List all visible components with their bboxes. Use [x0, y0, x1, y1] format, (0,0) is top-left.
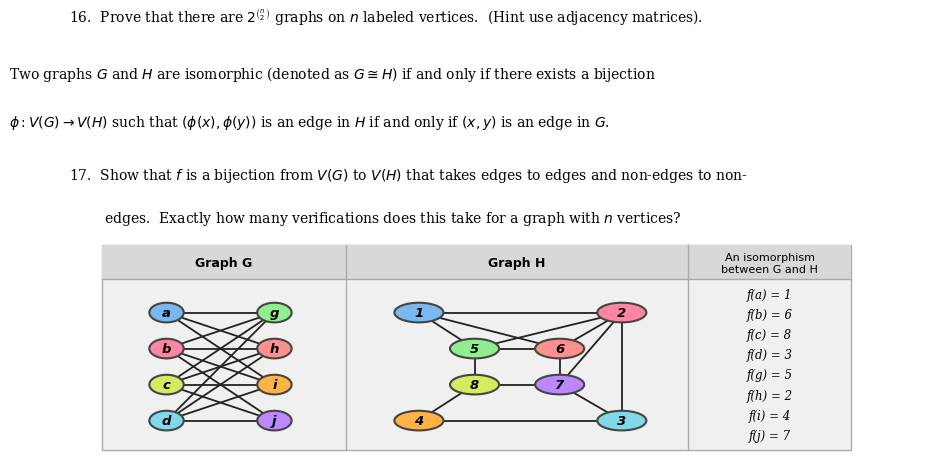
- Text: f(j) = 7: f(j) = 7: [748, 429, 791, 442]
- Text: f(a) = 1: f(a) = 1: [746, 288, 793, 301]
- Text: h: h: [270, 342, 279, 355]
- Text: f(g) = 5: f(g) = 5: [746, 369, 793, 382]
- Ellipse shape: [535, 375, 585, 394]
- Ellipse shape: [149, 339, 184, 359]
- Text: Graph H: Graph H: [488, 256, 546, 269]
- Text: 8: 8: [470, 378, 479, 391]
- Text: An isomorphism: An isomorphism: [724, 252, 815, 262]
- Ellipse shape: [394, 411, 443, 430]
- Text: b: b: [162, 342, 171, 355]
- Text: f(h) = 2: f(h) = 2: [746, 389, 793, 402]
- Text: d: d: [162, 414, 171, 427]
- Ellipse shape: [450, 339, 500, 359]
- Text: 2: 2: [617, 306, 626, 319]
- Ellipse shape: [598, 303, 647, 323]
- Text: 16.  Prove that there are $2^{\binom{n}{2}}$ graphs on $n$ labeled vertices.  (H: 16. Prove that there are $2^{\binom{n}{2…: [69, 7, 703, 28]
- Bar: [102, 246, 851, 450]
- Text: 5: 5: [470, 342, 479, 355]
- Text: 3: 3: [617, 414, 626, 427]
- Text: 1: 1: [414, 306, 424, 319]
- Text: edges.  Exactly how many verifications does this take for a graph with $n$ verti: edges. Exactly how many verifications do…: [69, 210, 682, 228]
- Text: a: a: [162, 306, 171, 319]
- Ellipse shape: [257, 375, 291, 394]
- Text: 17.  Show that $f$ is a bijection from $V(G)$ to $V(H)$ that takes edges to edge: 17. Show that $f$ is a bijection from $V…: [69, 167, 748, 184]
- Text: f(d) = 3: f(d) = 3: [746, 349, 793, 362]
- Text: $\phi: V(G) \to V(H)$ such that $(\phi(x), \phi(y))$ is an edge in $H$ if and on: $\phi: V(G) \to V(H)$ such that $(\phi(x…: [9, 113, 610, 131]
- Bar: [102, 246, 851, 280]
- Ellipse shape: [394, 303, 443, 323]
- Ellipse shape: [257, 303, 291, 323]
- Text: Two graphs $G$ and $H$ are isomorphic (denoted as $G \cong H$) if and only if th: Two graphs $G$ and $H$ are isomorphic (d…: [9, 65, 656, 84]
- Ellipse shape: [257, 339, 291, 359]
- Text: Graph G: Graph G: [195, 256, 253, 269]
- Text: i: i: [272, 378, 277, 391]
- Ellipse shape: [257, 411, 291, 430]
- Text: f(i) = 4: f(i) = 4: [748, 409, 791, 422]
- Ellipse shape: [535, 339, 585, 359]
- Text: between G and H: between G and H: [722, 265, 818, 274]
- Ellipse shape: [598, 411, 647, 430]
- Text: g: g: [270, 306, 279, 319]
- Text: f(c) = 8: f(c) = 8: [747, 329, 792, 342]
- Ellipse shape: [149, 303, 184, 323]
- Ellipse shape: [450, 375, 500, 394]
- Text: j: j: [272, 414, 277, 427]
- Text: 4: 4: [414, 414, 424, 427]
- Text: 6: 6: [555, 342, 564, 355]
- Text: 7: 7: [555, 378, 564, 391]
- Ellipse shape: [149, 375, 184, 394]
- Text: f(b) = 6: f(b) = 6: [746, 308, 793, 321]
- Ellipse shape: [149, 411, 184, 430]
- Text: c: c: [163, 378, 170, 391]
